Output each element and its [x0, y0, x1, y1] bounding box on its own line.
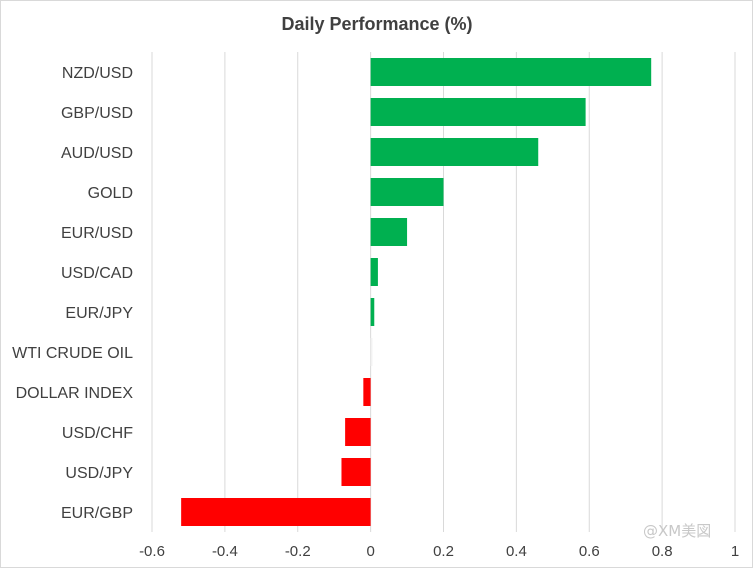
x-tick-label: 0.2 [433, 543, 454, 560]
category-labels: NZD/USD GBP/USD AUD/USD GOLD EUR/USD USD/CAD E… [12, 65, 133, 522]
x-tick-label: -0.6 [139, 543, 165, 560]
bar [370, 178, 444, 206]
category-label: EUR/JPY [65, 305, 133, 322]
x-tick-label: 0.8 [652, 543, 673, 560]
bar [370, 338, 373, 366]
x-tick-label: -0.2 [285, 543, 311, 560]
category-label: USD/CHF [62, 425, 133, 442]
bar [370, 58, 652, 86]
x-tick-label: 1 [731, 543, 739, 560]
category-label: GOLD [88, 185, 133, 202]
bar [341, 458, 371, 486]
category-label: AUD/USD [61, 145, 133, 162]
category-label: EUR/USD [61, 225, 133, 242]
x-tick-labels: -0.6 -0.4 -0.2 0 0.2 0.4 0.6 0.8 1 [139, 543, 739, 560]
bar [370, 258, 378, 286]
bar [363, 378, 371, 406]
x-tick-label: 0 [366, 543, 374, 560]
bar [370, 98, 586, 126]
bar [370, 218, 408, 246]
bar [345, 418, 371, 446]
bar [181, 498, 371, 526]
bar [370, 138, 539, 166]
category-label: USD/CAD [61, 265, 133, 282]
chart-title: Daily Performance (%) [281, 14, 472, 34]
bar [370, 298, 375, 326]
x-tick-label: -0.4 [212, 543, 238, 560]
watermark-text: @XM美図 [643, 522, 712, 540]
category-label: DOLLAR INDEX [16, 385, 134, 402]
bars [181, 58, 652, 526]
category-label: USD/JPY [65, 465, 133, 482]
x-tick-label: 0.4 [506, 543, 527, 560]
category-label: EUR/GBP [61, 505, 133, 522]
x-tick-label: 0.6 [579, 543, 600, 560]
category-label: WTI CRUDE OIL [12, 345, 133, 362]
category-label: NZD/USD [62, 65, 133, 82]
gridlines [151, 52, 736, 532]
category-label: GBP/USD [61, 105, 133, 122]
